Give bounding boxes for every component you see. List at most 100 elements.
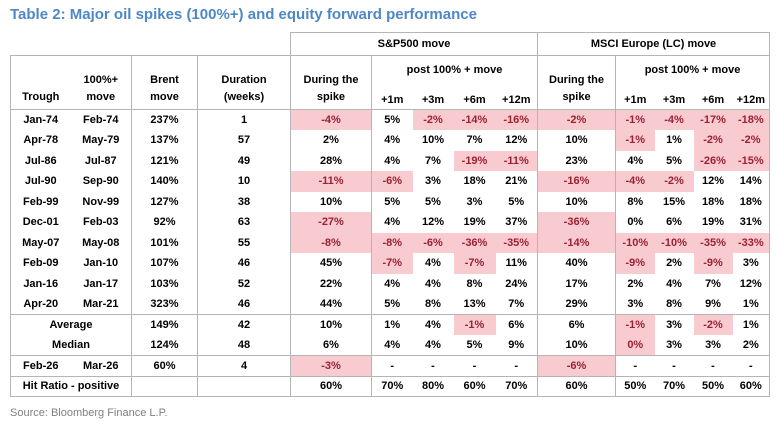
table-cell: -3%	[290, 355, 372, 376]
table-cell: -7%	[453, 253, 496, 274]
table-cell: -6%	[412, 232, 454, 253]
table-cell: 1%	[732, 314, 771, 335]
col-header-sp-6m: +6m	[453, 83, 496, 110]
table-cell: 46	[197, 253, 291, 274]
table-cell: May-79	[70, 130, 132, 151]
group-subheader-post-move-sp: post 100% + move	[371, 55, 539, 84]
table-cell: May-08	[70, 232, 132, 253]
table-cell: 6%	[290, 335, 372, 356]
table-cell: 2%	[666, 257, 682, 270]
col-header-during-spike-sp: During the spike	[290, 55, 372, 110]
table-cell: 80%	[412, 375, 454, 397]
table-cell: May-07	[10, 232, 71, 253]
table-cell: 10%	[421, 134, 445, 147]
col-header-100pct-move: 100%+ move	[70, 55, 132, 110]
table-cell: 60%	[732, 375, 771, 397]
col-header-msci-12m: +12m	[732, 83, 771, 110]
table-cell: 4%	[412, 314, 454, 335]
table-cell: 2%	[732, 335, 771, 356]
table-cell: 6%	[666, 216, 682, 229]
table-cell: 37%	[495, 212, 539, 233]
table-cell: -15%	[732, 150, 771, 171]
table-cell: Feb-99	[10, 191, 71, 212]
table-cell: 4%	[425, 257, 441, 270]
table-cell: -17%	[693, 109, 733, 130]
table-cell: -10%	[615, 232, 655, 253]
table-cell: -	[453, 355, 496, 376]
row-label: Hit Ratio - positive	[10, 375, 132, 397]
table-cell: Apr-20	[10, 294, 71, 315]
table-cell: 50%	[693, 375, 733, 397]
col-header-msci-1m: +1m	[615, 83, 655, 110]
col-header-brent-move: Brent move	[131, 55, 198, 110]
table-cell	[131, 375, 198, 397]
table-cell: -4%	[290, 109, 372, 130]
table-cell: 7%	[495, 294, 539, 315]
table-cell: 127%	[131, 191, 198, 212]
table-cell: 17%	[537, 273, 617, 294]
table-cell: 4%	[425, 277, 441, 290]
table-cell: -36%	[453, 232, 496, 253]
col-header-msci-3m: +3m	[654, 83, 694, 110]
table-cell: -	[371, 355, 413, 376]
table-cell: 10%	[537, 335, 617, 356]
table-cell: 40%	[537, 253, 617, 274]
table-cell: 3%	[732, 253, 771, 274]
table-cell: -9%	[693, 253, 733, 274]
table-cell: 48	[197, 335, 291, 356]
table-cell: 12%	[421, 216, 445, 229]
table-cell: 2%	[290, 130, 372, 151]
header-spacer	[11, 33, 291, 56]
table-cell: 10%	[537, 191, 617, 212]
group-header-msci: MSCI Europe (LC) move	[537, 32, 771, 56]
table-cell: 10%	[290, 191, 372, 212]
table-cell: 18%	[702, 195, 725, 208]
table-cell: 5%	[425, 195, 441, 208]
table-cell: -4%	[654, 109, 694, 130]
table-cell: -1%	[615, 314, 655, 335]
table-row: Apr-20 Mar-21 323% 46 44% 5% 8% 13% 7% 29% 3% 8% 9% 1…	[10, 294, 771, 315]
table-cell: Feb-03	[70, 212, 132, 233]
table-cell: 7%	[705, 277, 721, 290]
table-cell: -14%	[453, 109, 496, 130]
table-cell: 15%	[663, 195, 686, 208]
table-cell: -11%	[495, 150, 539, 171]
table-row: Jan-74 Feb-74 237% 1 -4% 5% -2% -14% -16% -2% -1% -…	[10, 109, 771, 130]
table-cell: 323%	[131, 294, 198, 315]
table-cell: Dec-01	[10, 212, 71, 233]
table-cell: -36%	[537, 212, 617, 233]
table-cell: -27%	[290, 212, 372, 233]
table-cell: 8%	[627, 195, 644, 208]
group-header-sp500: S&P500 move	[289, 32, 539, 56]
table-cell: Mar-26	[70, 355, 132, 376]
table-cell: 4%	[666, 277, 682, 290]
table-cell: 8%	[425, 298, 441, 310]
table-cell: 60%	[453, 375, 496, 397]
table-cell: -11%	[290, 171, 372, 192]
table-cell: 5%	[495, 191, 539, 212]
table-cell: 137%	[131, 130, 198, 151]
table-cell: -	[615, 355, 655, 376]
table-cell: -18%	[732, 109, 771, 130]
table-cell: 7%	[466, 134, 483, 147]
table-cell: 6%	[495, 314, 539, 335]
table-cell: -7%	[371, 253, 413, 274]
table-title: Table 2: Major oil spikes (100%+) and eq…	[10, 6, 477, 23]
table-cell: -35%	[495, 232, 539, 253]
table-cell: -	[412, 355, 454, 376]
table-row: Feb-09 Jan-10 107% 46 45% -7% 4% -7% 11% 40% -9% 2%…	[10, 253, 771, 274]
table-cell: 50%	[615, 375, 655, 397]
table-cell: -1%	[615, 130, 655, 151]
col-header-sp-3m: +3m	[412, 83, 454, 110]
table-row: Apr-78 May-79 137% 57 2% 4% 10% 7% 12% 10% -1% 1% -2…	[10, 130, 771, 151]
table-cell: -2%	[693, 130, 733, 151]
table-cell: 4%	[627, 154, 644, 167]
table-cell: 3%	[425, 175, 441, 188]
table-cell: 38	[197, 191, 291, 212]
table-cell: 4%	[384, 216, 401, 229]
table-header: S&P500 move MSCI Europe (LC) move Trough…	[10, 32, 771, 110]
table-cell: -	[732, 355, 771, 376]
table-cell: 46	[197, 294, 291, 315]
table-cell: Apr-78	[10, 130, 71, 151]
table-cell: -2%	[537, 109, 617, 130]
